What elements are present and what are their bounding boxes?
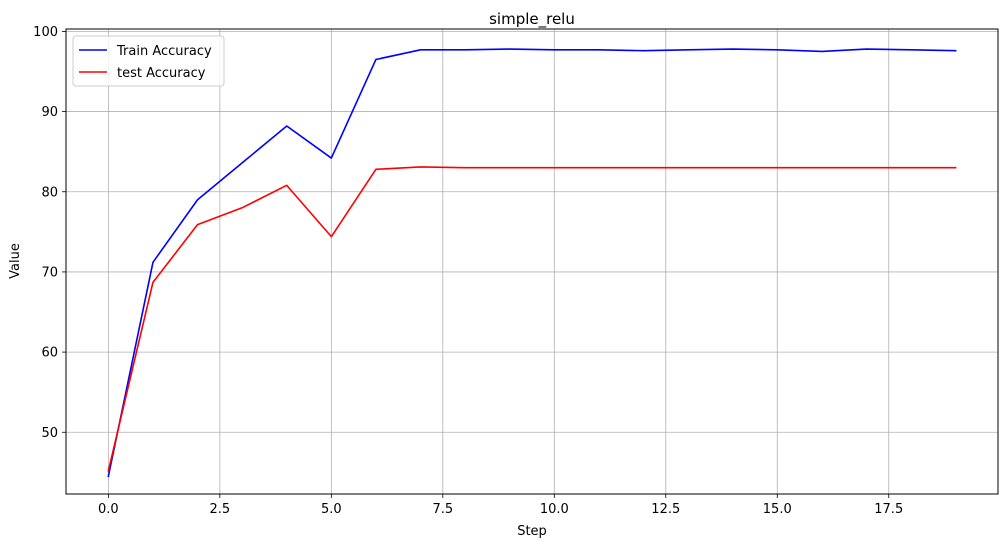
x-axis-label: Step [517,524,547,539]
tick-layer: 0.0 2.5 5.0 7.5 10.0 12.5 15.0 17.5 50 60 70 80 90 10… [33,25,903,517]
x-tick-label: 7.5 [432,502,453,517]
x-tick-label: 15.0 [763,502,792,517]
legend-label-train: Train Accuracy [116,44,212,59]
y-tick-label: 50 [41,426,58,441]
x-tick-label: 17.5 [874,502,903,517]
x-tick-label: 5.0 [321,502,342,517]
series-line-train-accuracy [107,48,957,478]
y-axis-label: Value [8,243,23,279]
y-tick-label: 60 [41,346,58,361]
legend: Train Accuracy test Accuracy [72,35,225,87]
x-tick-label: 10.0 [540,502,569,517]
x-tick-label: 2.5 [210,502,231,517]
chart-title: simple_relu [489,10,575,29]
plot-area-frame [65,28,999,495]
x-tick-label: 0.0 [98,502,119,517]
legend-box [72,35,225,87]
series-layer [107,48,957,478]
y-tick-label: 80 [41,185,58,200]
y-tick-label: 90 [41,105,58,120]
grid-lines [66,29,998,494]
y-tick-label: 100 [33,25,58,40]
series-line-test-accuracy [107,166,957,472]
legend-label-test: test Accuracy [117,66,206,81]
y-tick-label: 70 [41,265,58,280]
x-tick-label: 12.5 [651,502,680,517]
